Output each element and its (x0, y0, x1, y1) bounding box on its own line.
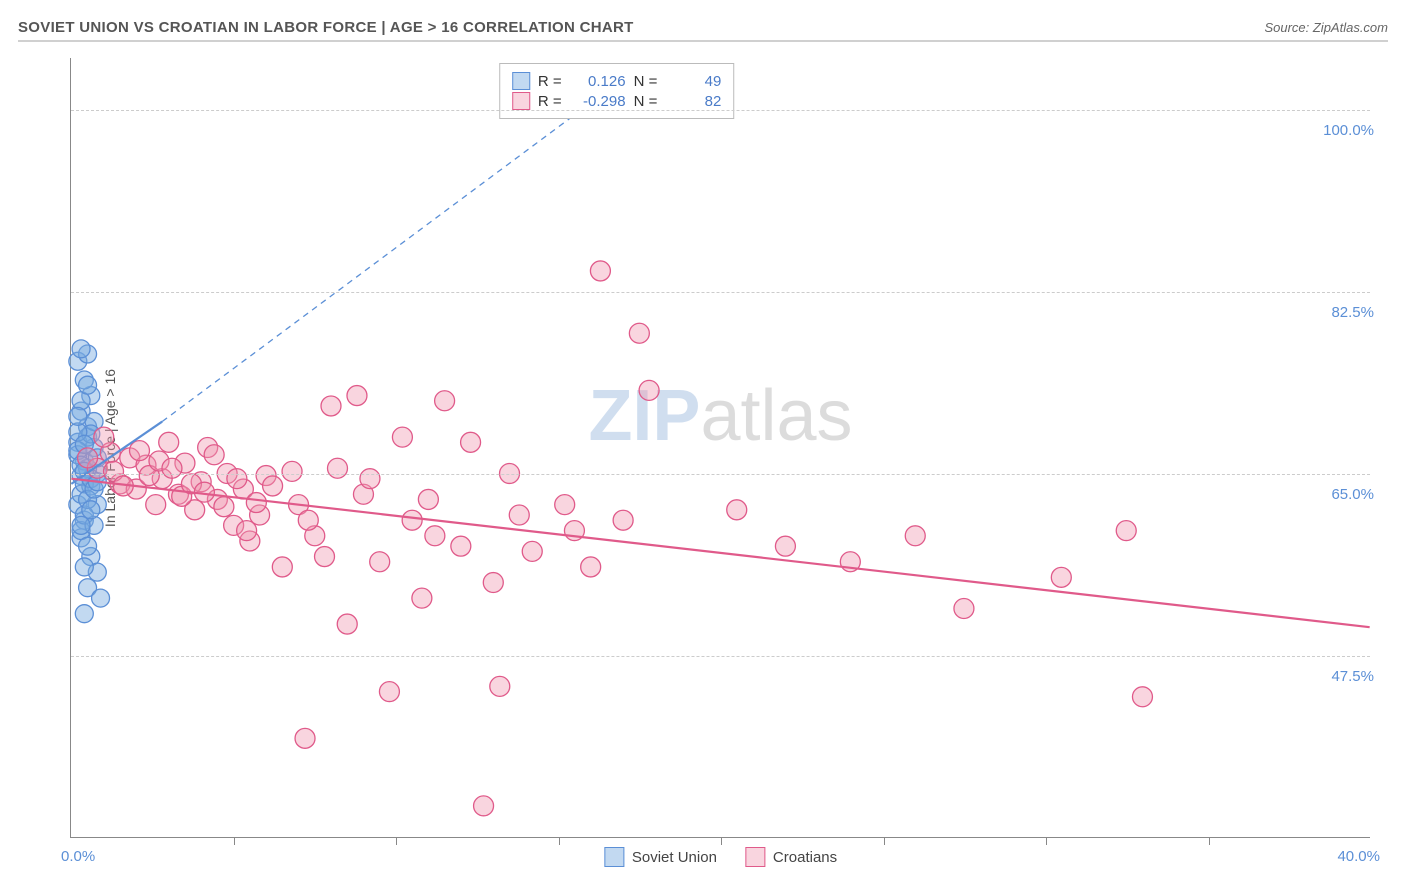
x-axis-min-label: 0.0% (61, 848, 95, 865)
scatter-point (75, 558, 93, 576)
scatter-point (370, 552, 390, 572)
scatter-point (204, 445, 224, 465)
header-bar: SOVIET UNION VS CROATIAN IN LABOR FORCE … (18, 18, 1388, 42)
scatter-point (347, 386, 367, 406)
scatter-point (1132, 687, 1152, 707)
scatter-point (146, 495, 166, 515)
x-tick (884, 837, 885, 845)
legend-square-soviet (512, 72, 530, 90)
scatter-point (727, 500, 747, 520)
scatter-point (78, 448, 98, 468)
scatter-point (954, 599, 974, 619)
scatter-point (246, 493, 266, 513)
scatter-point (82, 501, 100, 519)
scatter-point (418, 489, 438, 509)
y-gridline-label: 82.5% (1331, 304, 1374, 321)
scatter-point (72, 516, 90, 534)
y-gridline-label: 47.5% (1331, 668, 1374, 685)
legend-item-soviet: Soviet Union (604, 847, 717, 867)
scatter-point (214, 497, 234, 517)
scatter-point (94, 427, 114, 447)
scatter-point (451, 536, 471, 556)
scatter-point (905, 526, 925, 546)
scatter-point (590, 261, 610, 281)
scatter-point (555, 495, 575, 515)
x-tick (721, 837, 722, 845)
x-tick (396, 837, 397, 845)
scatter-point (379, 682, 399, 702)
scatter-point (402, 510, 422, 530)
legend-square-croatian-2 (745, 847, 765, 867)
legend-item-croatian: Croatians (745, 847, 837, 867)
scatter-point (613, 510, 633, 530)
chart-title: SOVIET UNION VS CROATIAN IN LABOR FORCE … (18, 19, 634, 36)
legend-square-soviet-2 (604, 847, 624, 867)
gridline (71, 110, 1370, 111)
x-tick (234, 837, 235, 845)
scatter-point (435, 391, 455, 411)
scatter-point (227, 469, 247, 489)
scatter-point (483, 573, 503, 593)
scatter-point (581, 557, 601, 577)
scatter-point (412, 588, 432, 608)
scatter-point (425, 526, 445, 546)
scatter-point (272, 557, 292, 577)
scatter-point (775, 536, 795, 556)
scatter-point (522, 541, 542, 561)
scatter-point (295, 728, 315, 748)
gridline (71, 474, 1370, 475)
scatter-point (392, 427, 412, 447)
y-gridline-label: 100.0% (1323, 122, 1374, 139)
scatter-point (328, 458, 348, 478)
scatter-point (1051, 567, 1071, 587)
scatter-point (162, 458, 182, 478)
scatter-point (360, 469, 380, 489)
scatter-point (237, 521, 257, 541)
scatter-point (298, 510, 318, 530)
scatter-point (315, 547, 335, 567)
stats-row-soviet: R = 0.126 N = 49 (512, 72, 722, 90)
x-tick (559, 837, 560, 845)
scatter-point (639, 380, 659, 400)
scatter-point (509, 505, 529, 525)
scatter-point (1116, 521, 1136, 541)
scatter-point (629, 323, 649, 343)
scatter-point (461, 432, 481, 452)
scatter-point (337, 614, 357, 634)
gridline (71, 292, 1370, 293)
gridline (71, 656, 1370, 657)
scatter-point (79, 376, 97, 394)
source-attribution: Source: ZipAtlas.com (1264, 20, 1388, 35)
chart-plot-area: In Labor Force | Age > 16 ZIPatlas R = 0… (70, 58, 1370, 838)
x-tick (1046, 837, 1047, 845)
legend-label-croatian: Croatians (773, 849, 837, 866)
scatter-point (92, 589, 110, 607)
scatter-point (75, 605, 93, 623)
scatter-point (474, 796, 494, 816)
scatter-point (159, 432, 179, 452)
x-tick (1209, 837, 1210, 845)
scatter-point (130, 441, 150, 461)
legend: Soviet Union Croatians (604, 847, 837, 867)
trend-line (71, 479, 1369, 628)
y-gridline-label: 65.0% (1331, 486, 1374, 503)
scatter-point (79, 537, 97, 555)
x-axis-max-label: 40.0% (1337, 848, 1380, 865)
scatter-point (263, 476, 283, 496)
scatter-point (490, 676, 510, 696)
scatter-plot-svg (71, 58, 1370, 837)
legend-label-soviet: Soviet Union (632, 849, 717, 866)
scatter-point (69, 407, 87, 425)
scatter-point (72, 340, 90, 358)
trend-line-extrapolated (162, 79, 623, 422)
scatter-point (282, 461, 302, 481)
stats-row-croatian: R = -0.298 N = 82 (512, 92, 722, 110)
legend-square-croatian (512, 92, 530, 110)
scatter-point (321, 396, 341, 416)
